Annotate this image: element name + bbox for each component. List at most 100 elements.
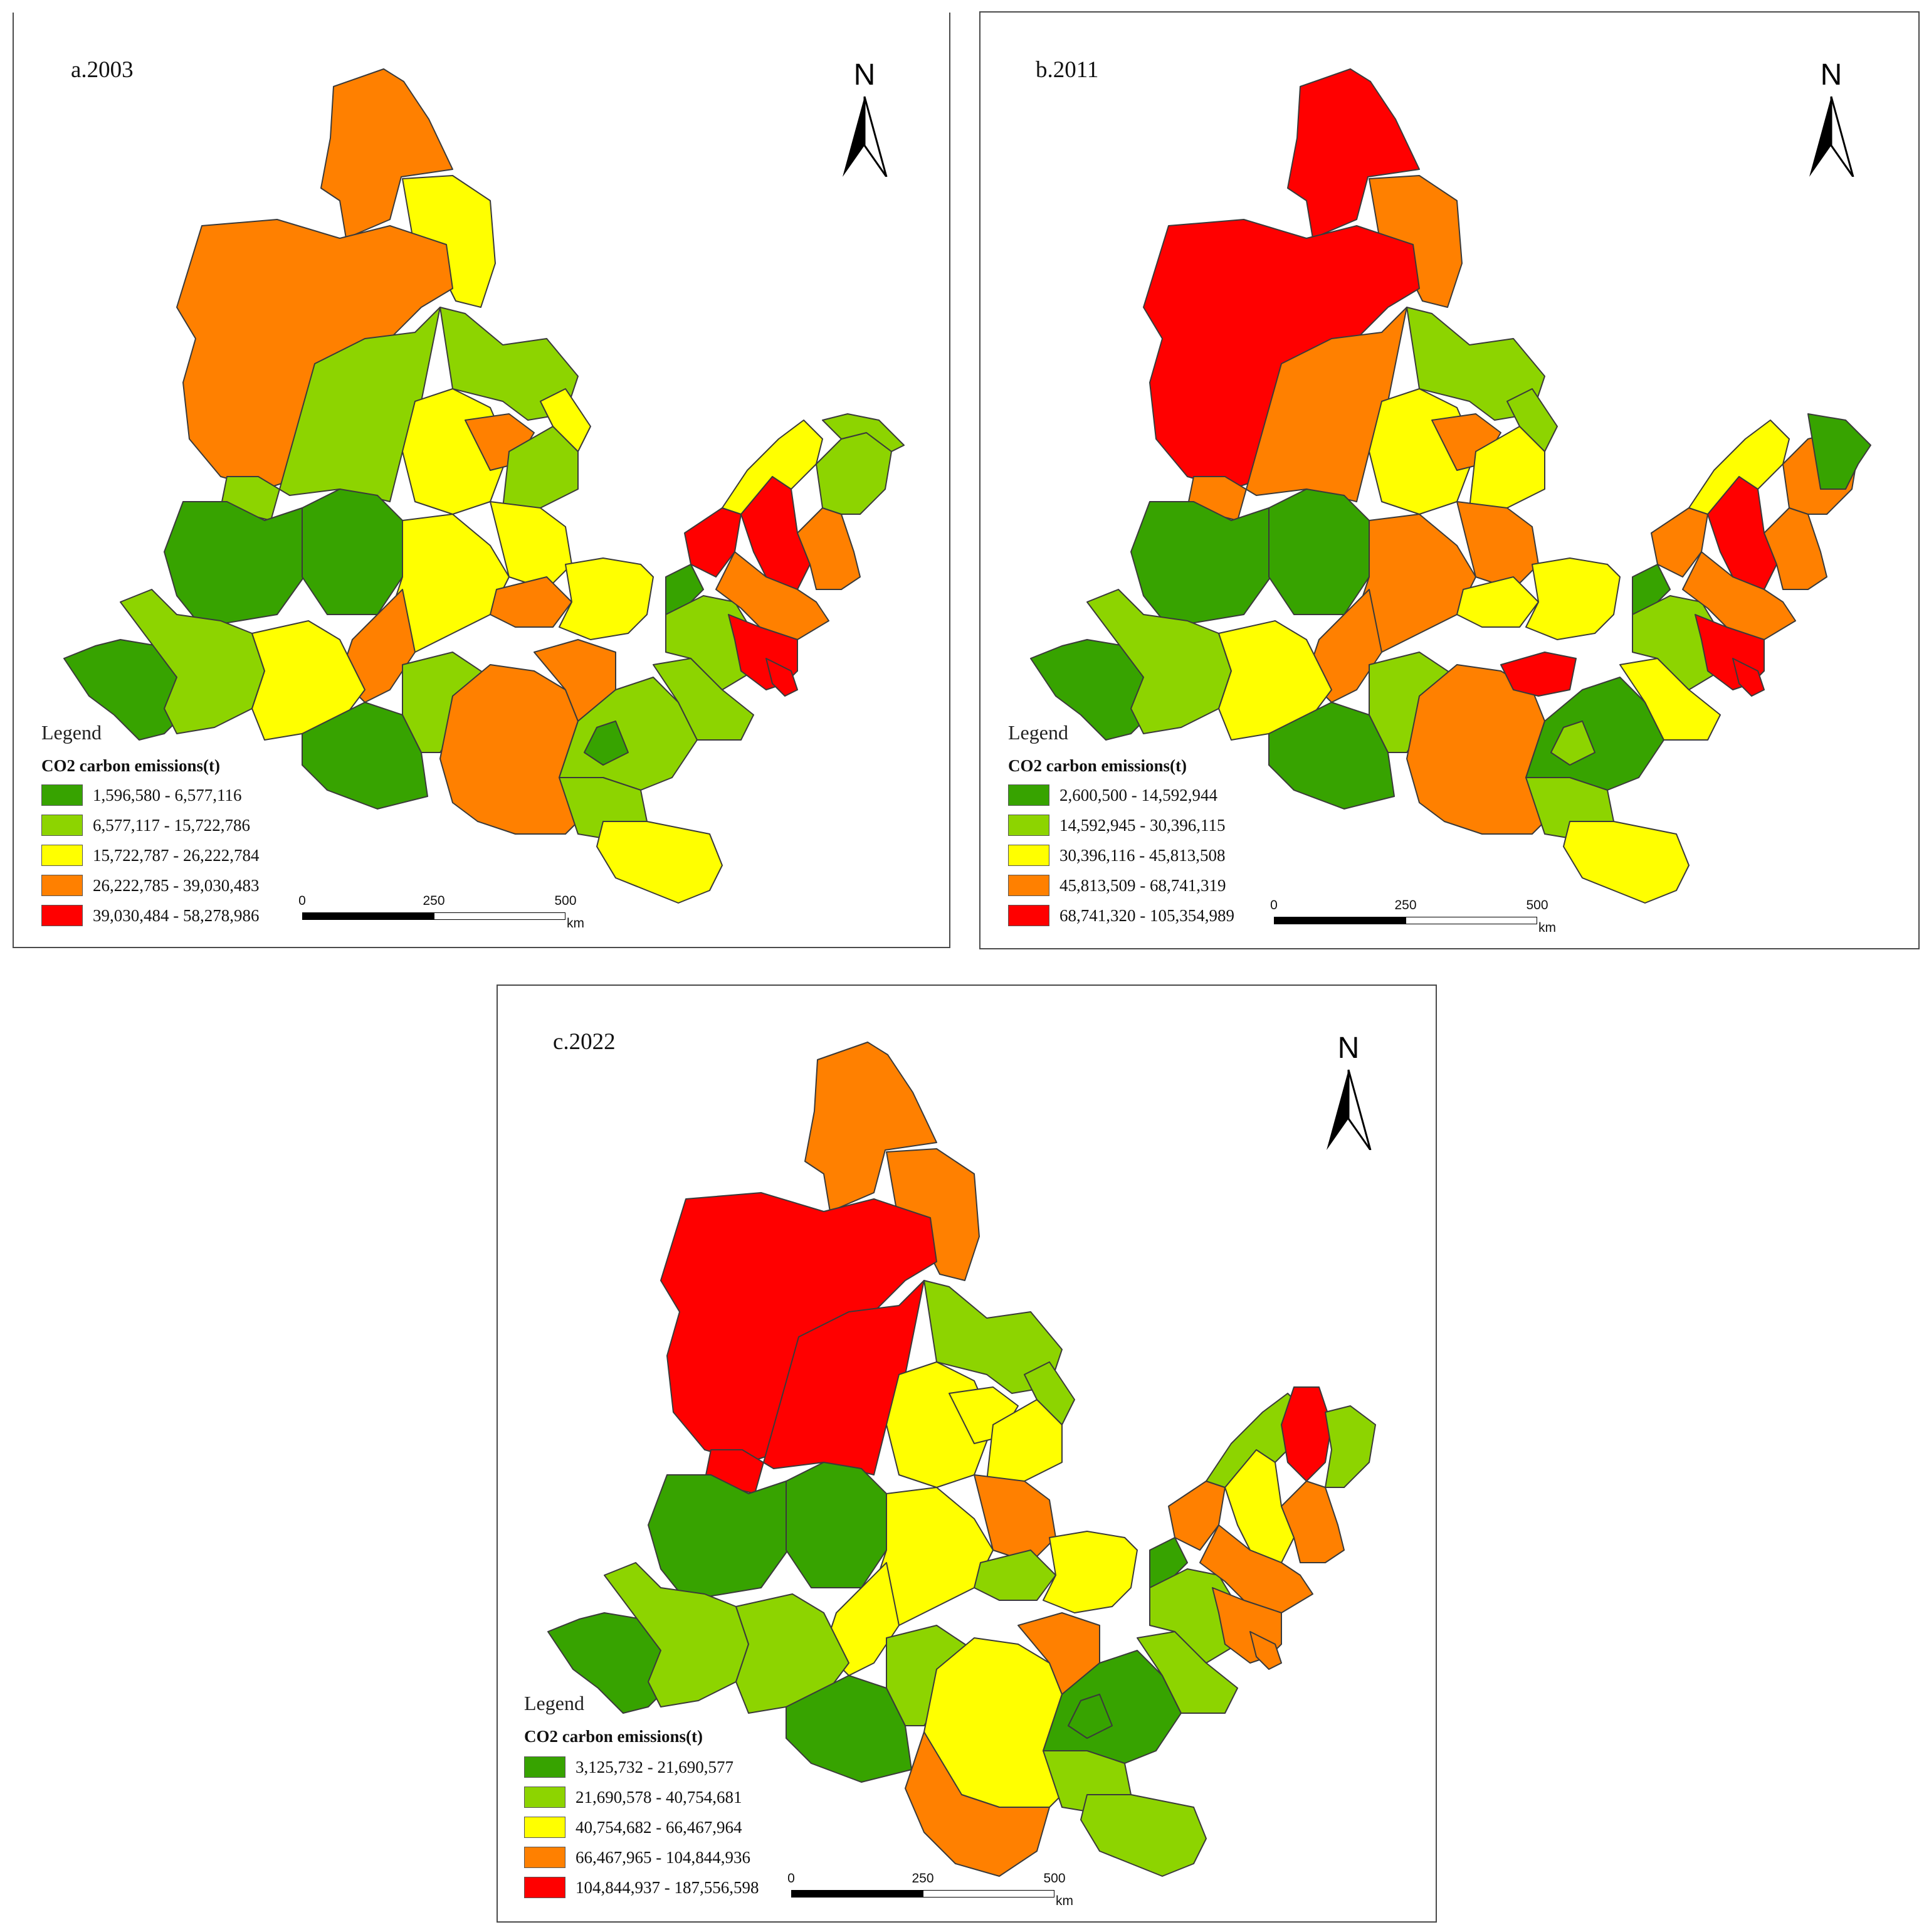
region-south-orange-big <box>905 1731 1050 1877</box>
legend-label: 39,030,484 - 58,278,986 <box>93 905 260 925</box>
region-west-green-1 <box>1130 501 1276 628</box>
legend-swatch <box>1008 905 1049 926</box>
region-ne-yellow <box>540 388 591 452</box>
region-ne-yellow <box>1506 388 1558 452</box>
scale-tick: 500 <box>1526 898 1548 912</box>
north-label: N <box>1337 1032 1360 1065</box>
north-arrow: N <box>1803 58 1859 177</box>
legend-title: Legend <box>41 721 102 744</box>
legend-swatch <box>1008 875 1049 896</box>
region-ne-yellow-1 <box>722 420 823 515</box>
region-map <box>63 68 905 904</box>
legend-label: 21,690,578 - 40,754,681 <box>576 1787 742 1807</box>
scale-bar: 0 250 500 km <box>298 894 584 931</box>
legend-item: 39,030,484 - 58,278,986 <box>41 903 260 928</box>
region-west-green-1 <box>648 1474 793 1601</box>
legend-heading: CO2 carbon emissions(t) <box>41 756 220 775</box>
region-east-yellow <box>1525 557 1621 640</box>
region-ne-red-tip <box>1732 658 1765 697</box>
legend-heading: CO2 carbon emissions(t) <box>1008 756 1187 775</box>
region-ne-lime <box>816 432 892 515</box>
region-ne-lime-2 <box>822 413 905 452</box>
legend-item: 1,596,580 - 6,577,116 <box>41 783 242 808</box>
map-panel-2022: c.2022 <box>497 984 1437 1923</box>
scale-tick: 0 <box>298 894 306 908</box>
region-ne-yellow-1 <box>1688 420 1790 515</box>
legend-item: 14,592,945 - 30,396,115 <box>1008 813 1226 838</box>
north-arrow-icon <box>843 96 888 177</box>
region-map <box>1030 68 1871 904</box>
region-orange-mid <box>974 1549 1056 1601</box>
scale-tick: 250 <box>1394 898 1417 912</box>
legend-swatch <box>41 845 83 866</box>
legend-label: 15,722,787 - 26,222,784 <box>93 845 260 865</box>
region-ne-orange-1 <box>1199 1524 1313 1613</box>
map-title: a.2003 <box>71 57 134 83</box>
legend-item: 6,577,117 - 15,722,786 <box>41 813 250 838</box>
map-panel-2011: b.2011 <box>979 11 1920 949</box>
legend-label: 66,467,965 - 104,844,936 <box>576 1847 750 1867</box>
north-arrow-icon <box>1327 1069 1372 1150</box>
north-label: N <box>853 58 876 92</box>
legend-swatch <box>41 815 83 836</box>
scale-segment <box>302 912 434 920</box>
scale-tick: 250 <box>912 1871 934 1886</box>
map-panel-2003: a.2003 <box>13 13 950 948</box>
region-orange-mid <box>1456 576 1539 628</box>
region-orange-mid <box>490 576 572 628</box>
scale-bar: 0 250 500 km <box>1270 898 1556 936</box>
region-ne-orange-1 <box>1682 551 1796 640</box>
legend-swatch <box>524 1787 565 1808</box>
region-east-yellow <box>559 557 654 640</box>
region-polygons <box>63 68 905 904</box>
legend-label: 40,754,682 - 66,467,964 <box>576 1817 742 1837</box>
legend-swatch <box>41 875 83 896</box>
legend-label: 6,577,117 - 15,722,786 <box>93 815 250 835</box>
scale-tick: 500 <box>1043 1871 1066 1886</box>
scale-unit: km <box>1538 921 1556 935</box>
region-ne-orange-1 <box>715 551 829 640</box>
region-south-red <box>1500 652 1577 697</box>
scale-segment <box>434 912 565 920</box>
region-ne-orange-2 <box>797 507 861 590</box>
region-north-top <box>804 1042 937 1212</box>
legend-item: 21,690,578 - 40,754,681 <box>524 1785 742 1810</box>
legend-item: 3,125,732 - 21,690,577 <box>524 1755 733 1780</box>
north-arrow: N <box>836 58 893 177</box>
legend-item: 26,222,785 - 39,030,483 <box>41 873 260 898</box>
scale-segment <box>1406 917 1537 924</box>
scale-segment <box>1274 917 1406 924</box>
region-south-yellow <box>1080 1794 1207 1877</box>
region-south-yellow <box>596 821 723 904</box>
region-west-green-2 <box>1268 488 1370 615</box>
north-arrow-icon <box>1809 96 1854 177</box>
legend-label: 45,813,509 - 68,741,319 <box>1059 875 1226 895</box>
region-se-green-small <box>584 721 629 766</box>
scale-bar: 0 250 500 km <box>787 1871 1073 1909</box>
legend-label: 1,596,580 - 6,577,116 <box>93 785 242 805</box>
north-label: N <box>1820 58 1843 92</box>
legend-item: 2,600,500 - 14,592,944 <box>1008 783 1217 808</box>
region-se-green-small <box>1550 721 1595 766</box>
legend-item: 66,467,965 - 104,844,936 <box>524 1845 750 1870</box>
region-north-top <box>1287 68 1420 239</box>
legend-title: Legend <box>524 1692 584 1714</box>
legend-item: 30,396,116 - 45,813,508 <box>1008 843 1226 868</box>
scale-segment <box>923 1890 1054 1898</box>
legend-swatch <box>524 1756 565 1778</box>
region-ne-orange-2 <box>1281 1481 1345 1563</box>
scale-tick: 0 <box>787 1871 795 1886</box>
legend-label: 68,741,320 - 105,354,989 <box>1059 905 1234 925</box>
legend-item: 104,844,937 - 187,556,598 <box>524 1875 759 1900</box>
legend-swatch <box>1008 784 1049 806</box>
region-map <box>547 1042 1376 1877</box>
region-ne-yellow <box>1024 1361 1075 1425</box>
map-title: c.2022 <box>553 1029 616 1055</box>
scale-unit: km <box>1056 1894 1073 1908</box>
legend-swatch <box>524 1817 565 1838</box>
legend-label: 104,844,937 - 187,556,598 <box>576 1877 759 1897</box>
region-north-mid <box>439 307 579 421</box>
region-west-green-2 <box>786 1462 887 1588</box>
legend-item: 15,722,787 - 26,222,784 <box>41 843 260 868</box>
region-ne-green <box>1807 413 1871 490</box>
